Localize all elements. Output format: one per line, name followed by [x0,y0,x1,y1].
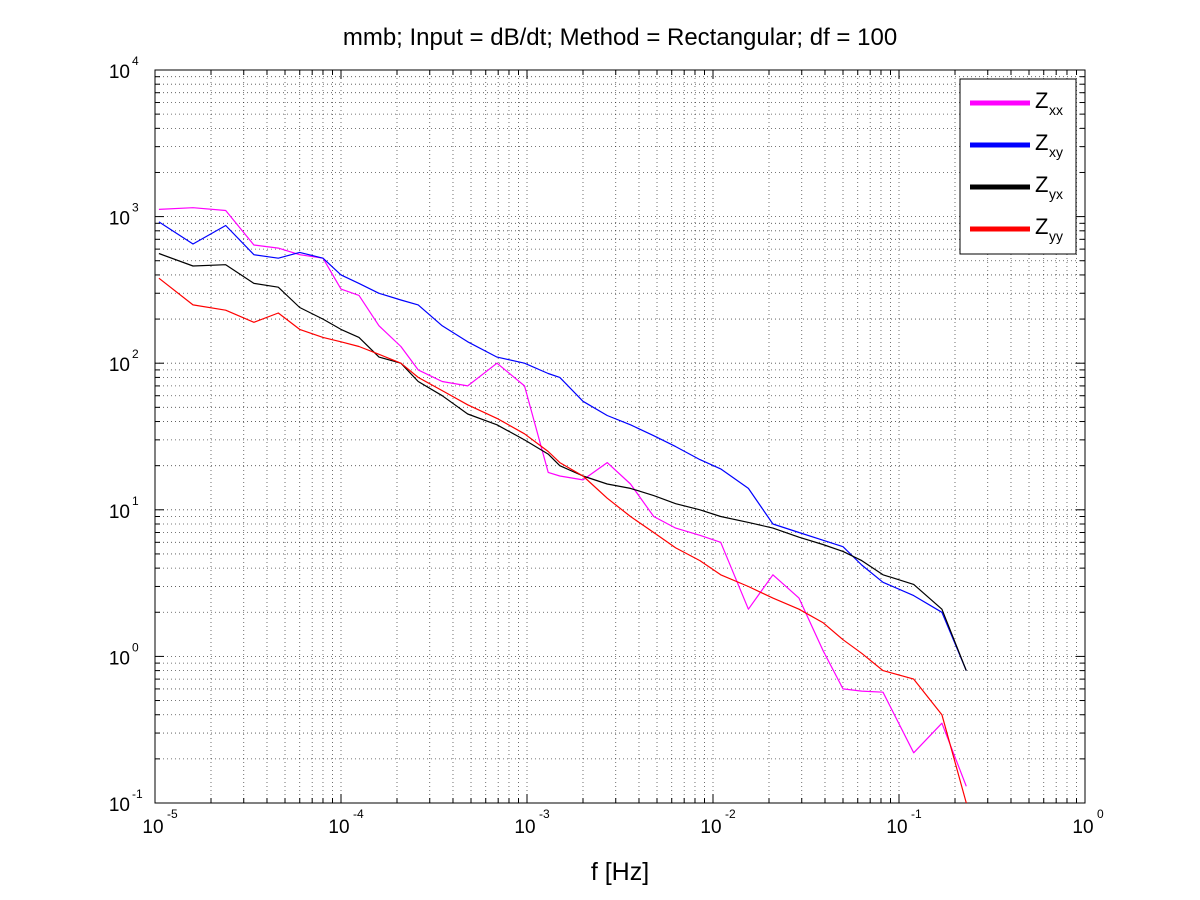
x-tick-label-exponent: -3 [539,807,550,821]
series-line-zxx [158,207,967,787]
y-tick-label: 10 [109,209,130,230]
series-line-zyy [158,277,967,804]
x-tick-label-exponent: -4 [353,807,364,821]
y-tick-label-exponent: 1 [132,494,139,508]
y-tick-label-exponent: 2 [132,347,139,361]
y-tick-label: 10 [109,795,130,816]
series-line-zxy [158,221,967,671]
y-tick-label-exponent: 3 [132,201,139,215]
series-line-zyx [158,252,967,671]
y-tick-label: 10 [109,502,130,523]
legend-subscript-zyx: yx [1049,186,1063,202]
x-tick-label-exponent: -5 [167,807,178,821]
legend-label-zxy: Z [1035,130,1048,155]
x-tick-label: 10 [514,817,535,838]
plot-area-frame [154,69,1086,804]
x-axis-label: f [Hz] [591,858,649,886]
legend-label-zxx: Z [1035,88,1048,113]
y-tick-label: 10 [109,648,130,669]
tick-marks [154,70,1085,804]
x-tick-label: 10 [328,817,349,838]
y-tick-label-exponent: -1 [132,787,143,801]
y-tick-label: 10 [109,62,130,83]
x-tick-label-exponent: -1 [911,807,922,821]
legend-box [959,78,1077,255]
legend-label-zyy: Z [1035,214,1048,239]
y-tick-label: 10 [109,355,130,376]
y-tick-label-exponent: 0 [132,640,139,654]
legend-subscript-zyy: yy [1049,228,1063,244]
grid [155,70,1085,803]
x-tick-label-exponent: -2 [725,807,736,821]
legend-subscript-zxx: xx [1049,102,1063,118]
chart-title: mmb; Input = dB/dt; Method = Rectangular… [343,24,897,51]
y-tick-label-exponent: 4 [132,54,139,68]
x-tick-label: 10 [142,817,163,838]
x-tick-label-exponent: 0 [1097,807,1104,821]
x-tick-label: 10 [700,817,721,838]
x-tick-labels: 10 -5 10 -4 10 -3 10 -2 10 -1 10 0 [142,807,1104,838]
x-tick-label: 10 [1072,817,1093,838]
legend-label-zyx: Z [1035,172,1048,197]
series-group [158,207,967,804]
legend-subscript-zxy: xy [1049,144,1063,160]
x-tick-label: 10 [886,817,907,838]
